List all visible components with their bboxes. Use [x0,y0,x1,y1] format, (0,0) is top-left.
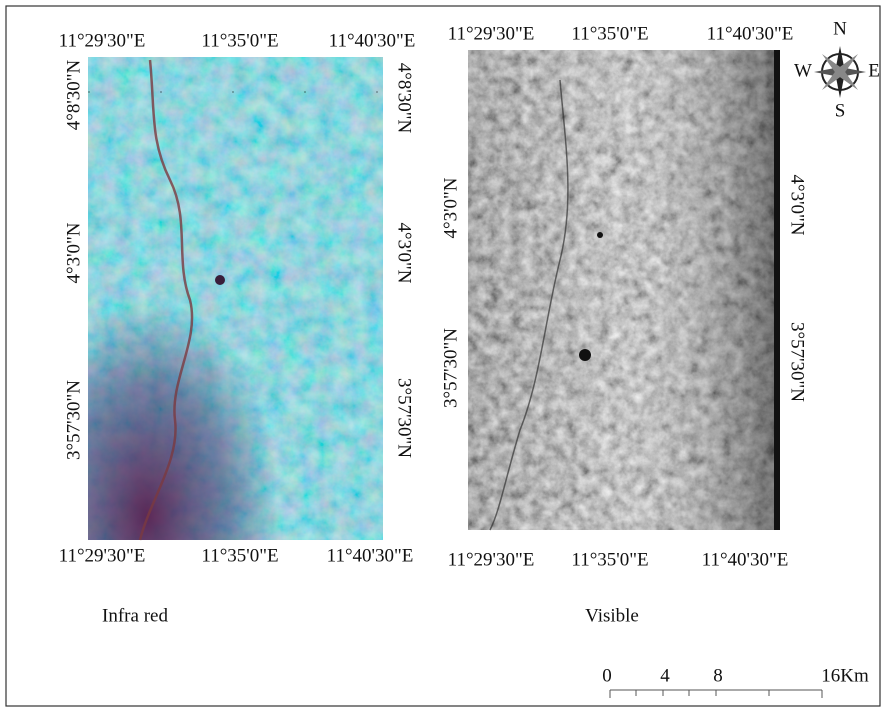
right-label: 4°8'30"N [394,63,415,134]
compass-west: W [794,60,812,81]
compass-south: S [835,100,846,121]
scale-label: 0 [602,665,612,686]
left-label: 4°8'30"N [63,59,84,130]
top-label: 11°35'0"E [571,23,648,44]
left-label: 3°57'30"N [63,380,84,460]
scale-label: 16Km [821,665,869,686]
scale-label: 4 [660,665,670,686]
left-label: 3°57'30"N [440,328,461,408]
right-label: 4°3'0"N [787,175,808,236]
compass-east: E [868,60,880,81]
scale-label: 8 [713,665,723,686]
bottom-label: 11°35'0"E [571,549,648,570]
compass [814,46,866,98]
left-label: 4°3'0"N [63,222,84,283]
caption: Visible [585,605,639,626]
bottom-label: 11°40'30"E [702,549,789,570]
top-label: 11°29'30"E [59,30,146,51]
infrared-image [88,57,383,541]
right-label: 3°57'30"N [394,378,415,458]
frame [5,5,881,707]
visible-image [468,50,780,531]
bottom-label: 11°35'0"E [201,545,278,566]
bottom-label: 11°29'30"E [448,549,535,570]
compass-north: N [833,18,847,39]
right-label: 4°3'0"N [394,223,415,284]
bottom-label: 11°29'30"E [59,545,146,566]
top-label: 11°35'0"E [201,30,278,51]
top-label: 11°40'30"E [707,23,794,44]
bottom-label: 11°40'30"E [327,545,414,566]
scale-bar [609,689,823,698]
top-label: 11°29'30"E [448,23,535,44]
left-label: 4°3'0"N [440,177,461,238]
caption: Infra red [102,605,168,626]
right-label: 3°57'30"N [787,322,808,402]
top-label: 11°40'30"E [329,30,416,51]
